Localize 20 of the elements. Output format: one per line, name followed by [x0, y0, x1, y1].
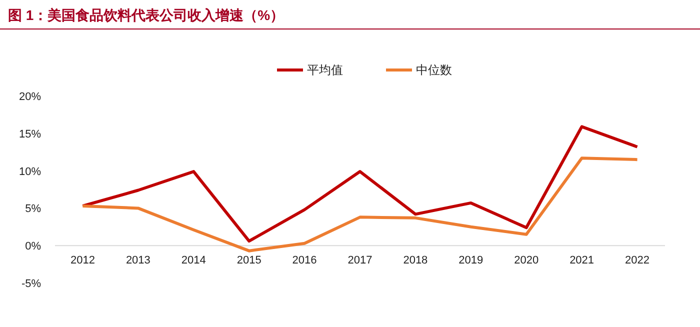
x-tick-label: 2018 — [403, 254, 428, 267]
y-tick-label: 5% — [25, 203, 42, 216]
x-tick-label: 2020 — [514, 254, 539, 267]
x-tick-label: 2017 — [348, 254, 372, 267]
y-tick-label: 0% — [25, 240, 42, 253]
y-tick-label: 15% — [18, 128, 42, 140]
x-tick-label: 2021 — [570, 254, 594, 267]
y-tick-label: 10% — [18, 166, 42, 178]
title: 图 1：美国食品饮料代表公司收入增速（%） — [8, 7, 284, 23]
x-tick-label: 2022 — [625, 254, 650, 267]
x-tick-label: 2019 — [458, 254, 484, 267]
y-tick-label: 20% — [18, 91, 42, 103]
x-tick-label: 2016 — [292, 254, 317, 267]
x-tick-label: 2015 — [236, 254, 262, 267]
legend-label: 中位数 — [416, 63, 452, 77]
legend-label: 平均值 — [307, 63, 343, 77]
x-tick-label: 2014 — [181, 254, 206, 267]
y-tick-label: -5% — [21, 278, 42, 290]
x-tick-label: 2013 — [126, 254, 150, 267]
x-tick-label: 2012 — [70, 254, 95, 267]
